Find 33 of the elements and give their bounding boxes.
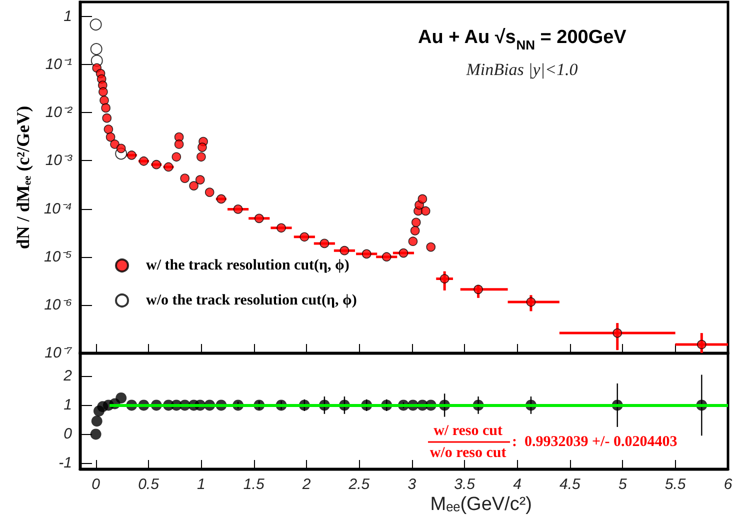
- x-tick-label: 1: [197, 476, 206, 493]
- x-tick-label: 0.5: [138, 476, 160, 493]
- legend-label: w/o the track resolution cut(η, ϕ): [146, 292, 357, 308]
- x-tick-label: 4.5: [560, 476, 582, 493]
- annotation: w/o reso cut: [430, 445, 506, 461]
- y-tick-label: 2: [62, 368, 73, 385]
- x-tick-label: 2: [301, 476, 312, 493]
- y-tick-label: 10⁻⁵: [44, 248, 72, 266]
- x-tick-label: 5.5: [664, 476, 686, 493]
- x-tick-label: 1.5: [243, 476, 265, 493]
- legend-label: w/ the track resolution cut(η, ϕ): [146, 258, 350, 274]
- y-tick-label: -1: [58, 454, 72, 472]
- y-tick-label: 10⁻⁶: [44, 296, 72, 314]
- y-tick-label: 1: [64, 8, 72, 25]
- x-tick-label: 4: [513, 476, 522, 493]
- y-tick-label: 10⁻⁷: [44, 344, 72, 362]
- annotation: : 0.9932039 +/- 0.0204403: [512, 434, 678, 450]
- y-axis-title: dN / dMₑₑ (c²/GeV): [13, 106, 33, 250]
- y-tick-label: 10⁻¹: [45, 56, 72, 74]
- x-axis-title: Mₑₑ(GeV/c²): [430, 494, 532, 515]
- x-tick-label: 3.5: [454, 476, 476, 493]
- x-tick-label: 5: [618, 476, 628, 493]
- text: MinBias |y|<1.0: [465, 60, 578, 79]
- y-tick-label: 10⁻⁴: [44, 200, 72, 218]
- x-tick-label: 3: [408, 476, 417, 493]
- y-tick-label: 10⁻²: [45, 104, 73, 122]
- y-tick-label: 0: [64, 426, 73, 443]
- annotation: w/ reso cut: [434, 423, 502, 439]
- x-tick-label: 6: [724, 476, 733, 493]
- y-tick-label: 1: [64, 396, 72, 414]
- x-tick-label: 2.5: [348, 476, 370, 493]
- y-tick-label: 10⁻³: [45, 152, 73, 170]
- x-tick-label: 0: [92, 476, 101, 493]
